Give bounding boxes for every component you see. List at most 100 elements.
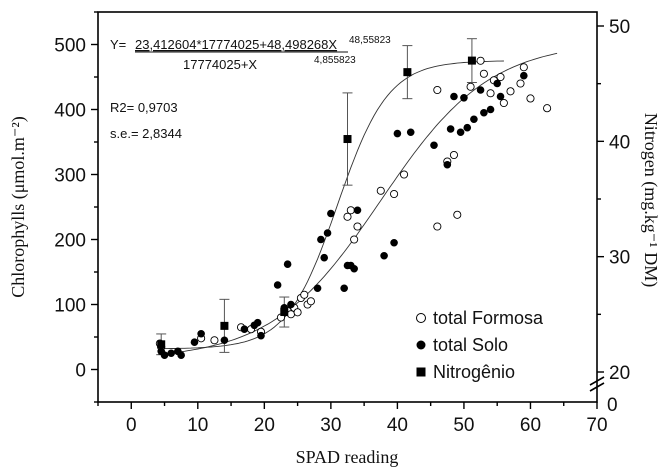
point-solo	[520, 72, 528, 80]
legend-label-formosa: total Formosa	[433, 308, 544, 328]
x-tick-label: 30	[320, 415, 341, 436]
legend-marker-open-circle	[417, 314, 426, 323]
point-solo	[191, 338, 199, 346]
point-solo	[347, 262, 355, 270]
point-solo	[477, 86, 485, 94]
x-axis-title: SPAD reading	[296, 447, 399, 467]
point-solo	[284, 260, 292, 268]
point-formosa	[500, 99, 507, 106]
x-tick-label: 70	[586, 415, 607, 436]
legend-marker-filled-circle	[417, 341, 426, 350]
point-solo	[340, 284, 348, 292]
point-solo	[380, 252, 388, 260]
point-solo	[241, 325, 249, 333]
point-formosa	[544, 105, 551, 112]
x-tick-label: 20	[254, 415, 275, 436]
point-formosa	[287, 311, 294, 318]
point-solo	[394, 130, 402, 138]
y-tick-label-right: 30	[609, 248, 630, 269]
y-tick-label-left: 100	[54, 296, 86, 317]
equation-lhs: Y=	[110, 37, 126, 52]
point-formosa	[480, 70, 487, 77]
point-solo	[274, 281, 282, 289]
y-axis-title-left: Chlorophylls (μmol.m⁻²)	[8, 116, 29, 298]
x-tick-label: 60	[520, 415, 541, 436]
point-formosa	[527, 95, 534, 102]
fit-equation: Y= 23,412604*17774025+48,498268X 48,5582…	[110, 35, 391, 72]
point-solo	[177, 351, 185, 359]
point-solo	[457, 128, 465, 136]
point-solo	[324, 229, 332, 237]
point-solo	[444, 161, 452, 169]
point-formosa	[354, 223, 361, 230]
equation-denominator-exponent: 4,855823	[314, 55, 356, 66]
point-formosa	[301, 291, 308, 298]
y-tick-label-right: 20	[609, 363, 630, 384]
point-solo	[320, 254, 328, 262]
point-solo	[221, 336, 229, 344]
point-solo	[407, 128, 415, 136]
point-formosa	[377, 187, 384, 194]
r-squared-label: R2= 0,9703	[110, 100, 178, 115]
point-formosa	[454, 211, 461, 218]
x-tick-label: 0	[126, 415, 137, 436]
point-formosa	[477, 57, 484, 64]
point-nitrogen	[157, 340, 165, 348]
point-solo	[317, 236, 325, 244]
point-formosa	[344, 213, 351, 220]
y-axis-title-right: Nitrogen (mg.kg⁻¹ DM)	[640, 113, 661, 287]
legend-label-nitrogen: Nitrogênio	[433, 362, 515, 382]
point-formosa	[517, 80, 524, 87]
point-solo	[161, 351, 169, 359]
point-solo	[480, 109, 488, 117]
point-nitrogen	[344, 135, 352, 143]
y-tick-label-left: 200	[54, 231, 86, 252]
point-solo	[463, 124, 471, 132]
point-formosa	[307, 298, 314, 305]
point-formosa	[347, 207, 354, 214]
y-tick-label-left: 300	[54, 166, 86, 187]
x-tick-label: 10	[187, 415, 208, 436]
point-formosa	[487, 90, 494, 97]
point-formosa	[467, 83, 474, 90]
point-solo	[314, 284, 322, 292]
point-solo	[167, 349, 175, 357]
point-solo	[257, 332, 265, 340]
standard-error-label: s.e.= 2,8344	[110, 126, 182, 141]
point-solo	[487, 106, 495, 114]
equation-numerator-exponent: 48,55823	[349, 35, 391, 46]
nitrogen-fit-curve	[158, 61, 504, 349]
point-solo	[354, 206, 362, 214]
point-solo	[390, 239, 398, 247]
x-tick-label: 50	[453, 415, 474, 436]
point-solo	[493, 80, 501, 88]
point-formosa	[507, 88, 514, 95]
y-tick-label-left: 0	[75, 361, 86, 382]
point-solo	[460, 94, 468, 102]
legend: total Formosa total Solo Nitrogênio	[417, 308, 545, 382]
point-formosa	[400, 171, 407, 178]
point-formosa	[351, 236, 358, 243]
errorbars-layer	[156, 39, 477, 355]
point-formosa	[520, 64, 527, 71]
point-formosa	[294, 309, 301, 316]
point-nitrogen	[280, 308, 288, 316]
point-solo	[450, 93, 458, 101]
point-formosa	[434, 223, 441, 230]
x-tick-label: 40	[387, 415, 408, 436]
right-axis-break-label: 0	[607, 395, 618, 416]
point-solo	[447, 125, 455, 133]
y-tick-label-right: 40	[609, 132, 630, 153]
point-solo	[470, 115, 478, 123]
y-tick-label-right: 50	[609, 17, 630, 38]
equation-denominator: 17774025+X	[183, 57, 257, 72]
legend-marker-filled-square	[417, 368, 426, 377]
point-formosa	[434, 86, 441, 93]
point-nitrogen	[403, 68, 411, 76]
point-nitrogen	[220, 322, 228, 330]
point-solo	[430, 141, 438, 149]
point-solo	[497, 93, 505, 101]
y-tick-label-left: 500	[54, 36, 86, 57]
point-formosa	[450, 151, 457, 158]
